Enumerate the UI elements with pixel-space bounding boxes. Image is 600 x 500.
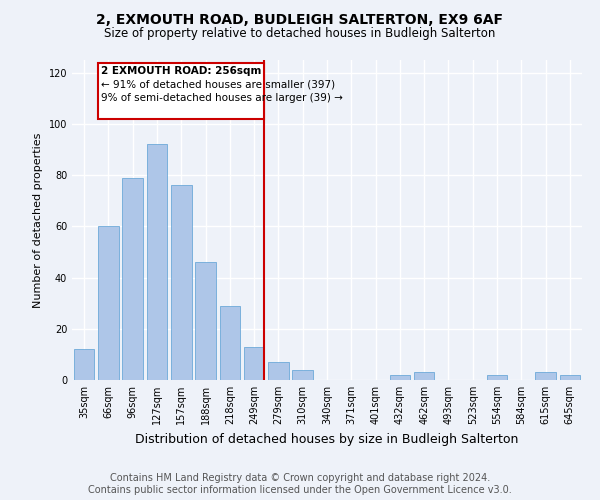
Text: 2 EXMOUTH ROAD: 256sqm: 2 EXMOUTH ROAD: 256sqm xyxy=(101,66,262,76)
Bar xyxy=(389,375,410,380)
Bar xyxy=(195,262,216,380)
Bar xyxy=(74,350,94,380)
Bar xyxy=(171,186,191,380)
Bar xyxy=(220,306,240,380)
Text: 9% of semi-detached houses are larger (39) →: 9% of semi-detached houses are larger (3… xyxy=(101,94,343,104)
Bar xyxy=(487,375,508,380)
FancyBboxPatch shape xyxy=(97,62,264,119)
Bar xyxy=(292,370,313,380)
Text: ← 91% of detached houses are smaller (397): ← 91% of detached houses are smaller (39… xyxy=(101,79,335,89)
Bar xyxy=(414,372,434,380)
Text: Contains HM Land Registry data © Crown copyright and database right 2024.
Contai: Contains HM Land Registry data © Crown c… xyxy=(88,474,512,495)
Text: 2, EXMOUTH ROAD, BUDLEIGH SALTERTON, EX9 6AF: 2, EXMOUTH ROAD, BUDLEIGH SALTERTON, EX9… xyxy=(97,12,503,26)
Text: Size of property relative to detached houses in Budleigh Salterton: Size of property relative to detached ho… xyxy=(104,28,496,40)
X-axis label: Distribution of detached houses by size in Budleigh Salterton: Distribution of detached houses by size … xyxy=(136,432,518,446)
Y-axis label: Number of detached properties: Number of detached properties xyxy=(33,132,43,308)
Bar xyxy=(244,346,265,380)
Bar xyxy=(268,362,289,380)
Bar xyxy=(98,226,119,380)
Bar xyxy=(146,144,167,380)
Bar xyxy=(122,178,143,380)
Bar xyxy=(560,375,580,380)
Bar xyxy=(535,372,556,380)
